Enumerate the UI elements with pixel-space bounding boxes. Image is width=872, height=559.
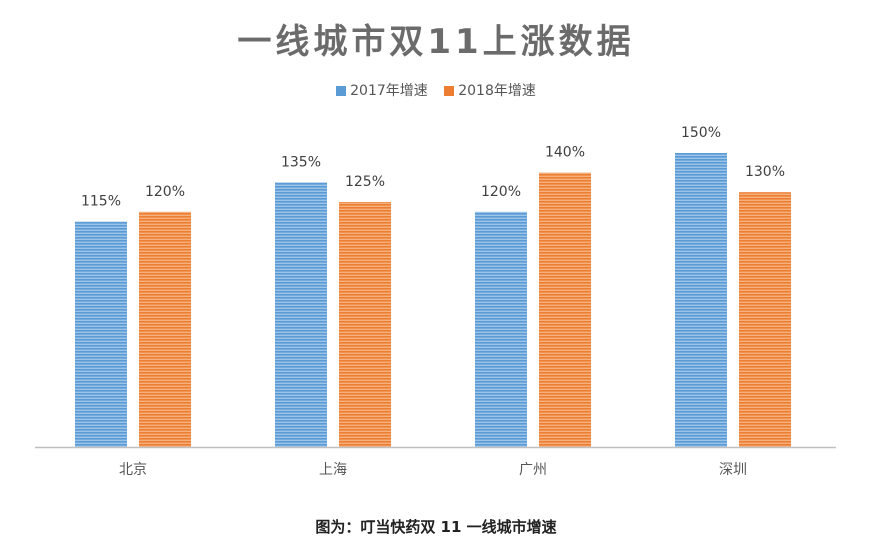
data-label: 135% — [281, 154, 321, 170]
x-tick-label: 深圳 — [719, 462, 747, 478]
legend-label: 2018年增速 — [458, 83, 536, 99]
legend-label: 2017年增速 — [350, 83, 428, 99]
data-label: 130% — [745, 164, 785, 180]
bar-广州-2017年增速 — [475, 211, 527, 447]
data-label: 120% — [481, 184, 521, 200]
legend-item-2018: 2018年增速 — [444, 80, 536, 100]
bar-广州-2018年增速 — [539, 172, 591, 447]
legend-item-2017: 2017年增速 — [336, 80, 428, 100]
data-label: 150% — [681, 125, 721, 141]
bar-深圳-2017年增速 — [675, 153, 727, 447]
data-label: 125% — [345, 174, 385, 190]
bar-北京-2018年增速 — [139, 211, 191, 447]
bar-上海-2018年增速 — [339, 202, 391, 447]
data-label: 140% — [545, 145, 585, 161]
bar-上海-2017年增速 — [275, 182, 327, 447]
legend: 2017年增速 2018年增速 — [0, 80, 872, 100]
chart-title: 一线城市双11上涨数据 — [237, 22, 635, 62]
caption: 图为：叮当快药双 11 一线城市增速 — [315, 518, 557, 536]
bar-北京-2017年增速 — [75, 221, 127, 447]
data-label: 115% — [81, 194, 121, 210]
x-tick-label: 上海 — [319, 462, 347, 478]
bar-深圳-2018年增速 — [739, 192, 791, 447]
x-tick-label: 北京 — [119, 462, 147, 478]
legend-swatch — [444, 86, 455, 96]
x-tick-label: 广州 — [519, 462, 547, 478]
data-label: 120% — [145, 184, 185, 200]
legend-swatch — [336, 86, 347, 96]
